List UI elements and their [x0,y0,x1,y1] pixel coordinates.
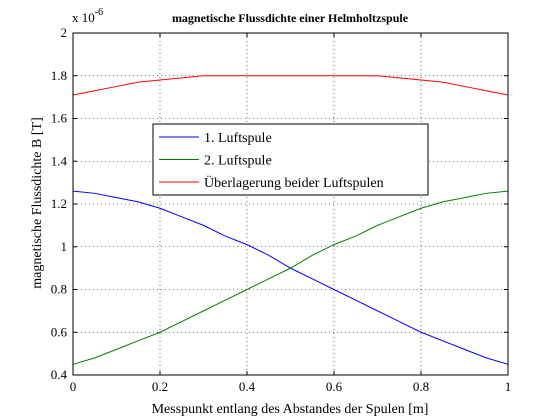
axis-labels: 0 0.2 0.4 0.6 0.8 1 0.4 0.6 0.8 1 1.2 1.4 1.6 1.8 2 [51,25,512,394]
y-tick-label: 1.2 [51,196,67,211]
legend-entry: Überlagerung beider Luftspulen [204,174,384,191]
y-tick-label: 0.6 [51,324,68,339]
y-axis-label: magnetische Flussdichte B [T] [30,117,45,288]
y-tick-label: 1.4 [51,153,68,168]
legend-entry: 2. Luftspule [204,154,272,169]
x-tick-label: 0 [70,379,77,394]
y-tick-label: 1.6 [51,111,68,126]
data-series [72,75,509,365]
series-line-2 [72,190,509,365]
y-tick-label: 1.8 [51,68,67,83]
y-axis-exponent-base: x 10 [72,10,95,25]
x-tick-label: 1 [505,379,512,394]
axis-ticks [72,32,509,376]
x-tick-label: 0.8 [413,379,429,394]
plot-area [73,33,508,375]
x-axis-label: Messpunkt entlang des Abstandes der Spul… [152,402,429,417]
legend-entry: 1. Luftspule [204,131,272,146]
y-tick-label: 1 [61,239,68,254]
x-tick-label: 0.2 [152,379,168,394]
grid [73,33,508,375]
y-tick-label: 0.4 [51,367,68,382]
y-axis-exponent: x 10-6 [72,7,103,25]
y-axis-exponent-power: -6 [95,7,103,18]
x-tick-label: 0.4 [239,379,256,394]
y-tick-label: 2 [61,25,68,40]
y-tick-label: 0.8 [51,282,67,297]
chart-title: magnetische Flussdichte einer Helmholtzs… [172,11,409,25]
series-line-3 [72,75,509,96]
legend: 1. Luftspule 2. Luftspule Überlagerung bei… [152,123,429,196]
x-tick-label: 0.6 [326,379,343,394]
